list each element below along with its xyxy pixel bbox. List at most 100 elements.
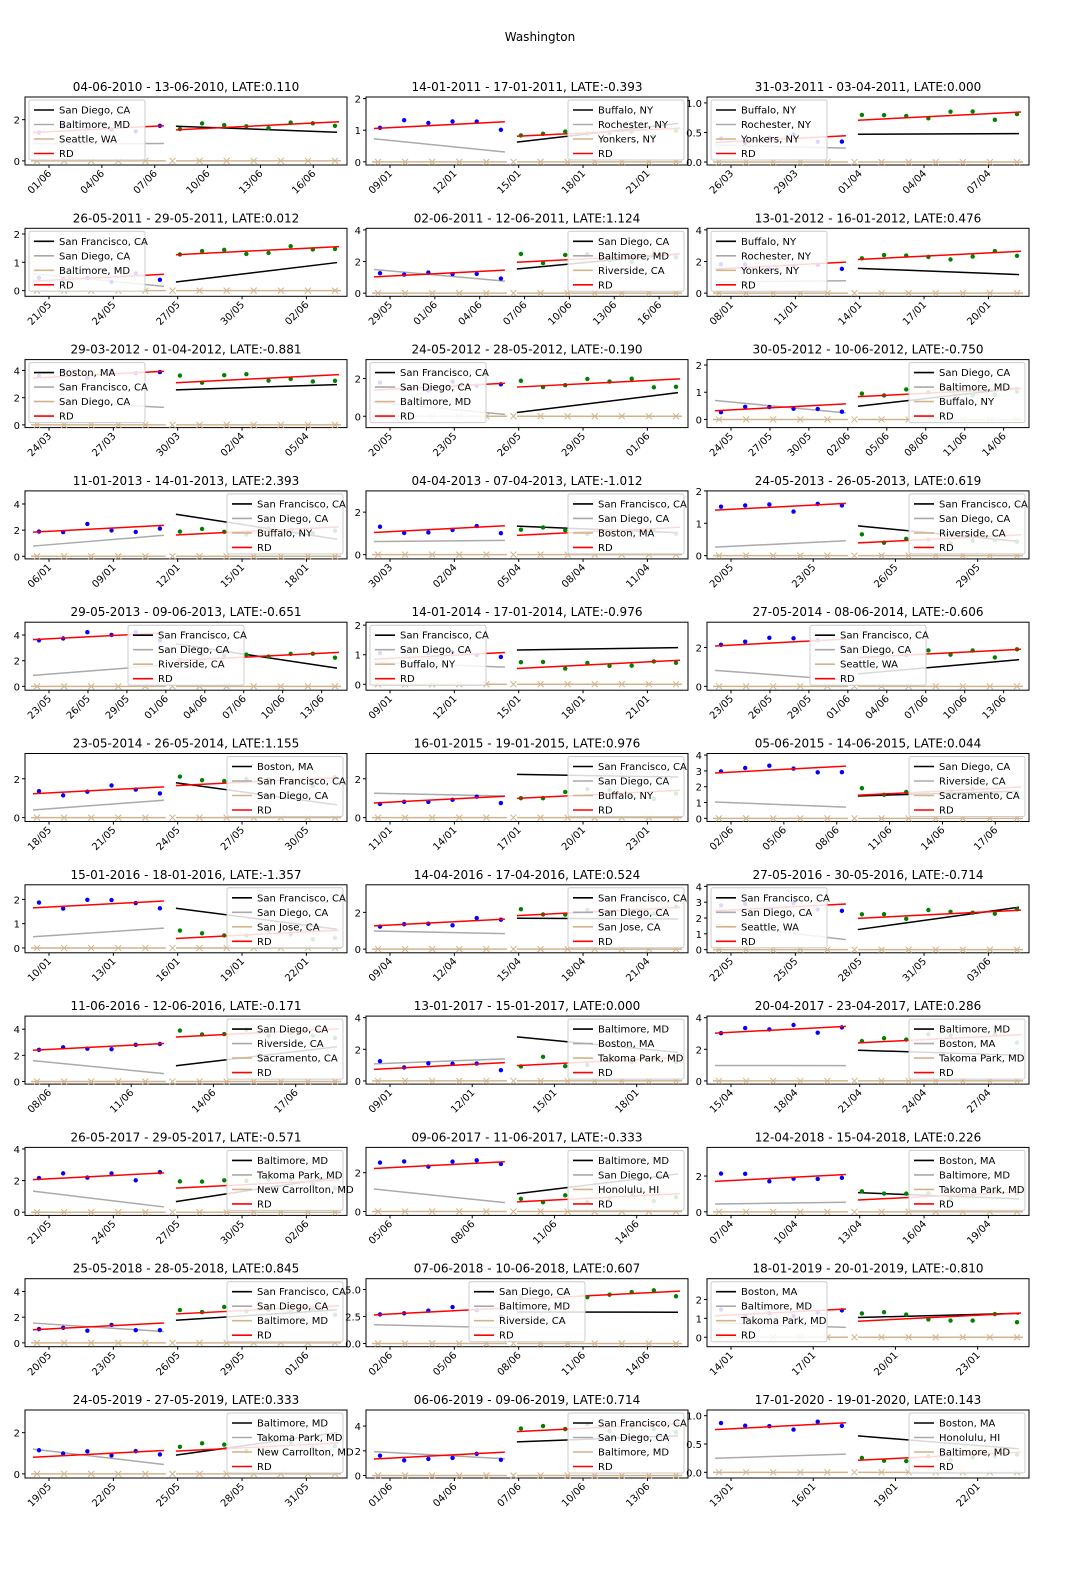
plot-frame — [706, 621, 1030, 691]
x-tick-label: 23/01 — [955, 1350, 983, 1378]
legend-label: Honolulu, HI — [598, 1185, 659, 1196]
x-tick-label: 14/06 — [624, 1350, 652, 1378]
x-tick-label: 30/05 — [219, 300, 247, 328]
legend-box — [567, 1018, 685, 1080]
data-point — [518, 659, 524, 665]
series-marker — [851, 289, 858, 297]
legend-label: RD — [741, 1331, 756, 1342]
legend-box — [28, 362, 146, 424]
legend-box — [567, 493, 685, 555]
legend-box — [28, 99, 146, 161]
legend: San Francisco, CA San Diego, CA San Jose, … — [567, 887, 687, 949]
legend-label: San Francisco, CA — [257, 499, 346, 510]
subplot-title: 27-05-2016 - 30-05-2016, LATE:-0.714 — [753, 868, 984, 882]
series-marker — [250, 421, 258, 429]
x-tick-label: 21/04 — [624, 956, 652, 984]
legend-box — [567, 756, 685, 817]
x-tick-label: 24/03 — [26, 431, 54, 459]
legend-label: San Diego, CA — [741, 908, 812, 919]
legend-label: Buffalo, NY — [741, 237, 797, 248]
y-tick-label: 2 — [355, 775, 361, 786]
x-tick-label: 08/06 — [814, 825, 842, 853]
series-marker — [250, 157, 258, 165]
subplot-title: 20-04-2017 - 23-04-2017, LATE:0.286 — [755, 999, 982, 1013]
series-marker — [715, 1208, 723, 1216]
y-tick-label: 0 — [696, 946, 702, 957]
legend-label: San Francisco, CA — [158, 631, 247, 642]
series-marker — [455, 1077, 463, 1085]
legend-label: Boston, MA — [257, 762, 314, 773]
series-line — [175, 383, 338, 391]
data-point — [563, 252, 568, 258]
y-tick-label: 0 — [696, 814, 702, 825]
x-tick-label: 17/01 — [496, 825, 524, 853]
series-marker — [742, 1468, 750, 1476]
series-marker — [196, 944, 203, 952]
x-tick-label: 14/01 — [708, 1350, 736, 1378]
series-marker — [510, 289, 517, 297]
y-tick-label: 0.5 — [686, 1440, 702, 1451]
data-point — [498, 1161, 504, 1167]
data-point — [563, 666, 568, 671]
legend: Baltimore, MD Boston, MA Takoma Park, MD RD — [567, 1018, 685, 1080]
legend-label: Boston, MA — [939, 1156, 996, 1167]
data-point — [742, 1025, 748, 1031]
series-marker — [223, 157, 230, 165]
series-marker — [169, 1339, 176, 1347]
y-tick-label: 0 — [355, 1208, 361, 1219]
x-tick-label: 01/04 — [837, 168, 865, 196]
legend-box — [226, 1412, 344, 1474]
x-tick-label: 30/03 — [155, 431, 183, 459]
data-point — [288, 244, 293, 249]
data-point — [904, 1312, 909, 1317]
y-tick-label: 2 — [696, 783, 702, 794]
rd-fit-line — [373, 269, 505, 278]
data-point — [177, 529, 183, 534]
data-point — [815, 1030, 820, 1035]
subplot: 20-04-2017 - 23-04-2017, LATE:0.286 0 2 4 15… — [696, 999, 1030, 1116]
x-tick-label: 19/04 — [965, 1219, 993, 1247]
legend-label: RD — [400, 674, 415, 685]
x-tick-label: 04/04 — [901, 168, 929, 196]
data-point — [199, 931, 205, 936]
series-line — [373, 539, 505, 543]
rd-fit-line — [373, 1451, 505, 1460]
series-marker — [1013, 682, 1021, 690]
legend-box — [710, 1281, 828, 1343]
series-marker — [1013, 1333, 1021, 1341]
data-point — [244, 372, 249, 377]
series-marker — [932, 289, 940, 297]
x-tick-label: 18/05 — [26, 825, 54, 853]
x-tick-label: 25/05 — [155, 1481, 183, 1509]
x-tick-label: 04/06 — [79, 168, 107, 196]
series-marker — [851, 1208, 858, 1216]
legend-label: San Francisco, CA — [598, 893, 687, 904]
legend: Buffalo, NY Rochester, NY Yonkers, NY RD — [710, 230, 828, 292]
series-marker — [537, 680, 544, 688]
x-tick-label: 29/05 — [219, 1350, 247, 1378]
subplot: 29-03-2012 - 01-04-2012, LATE:-0.881 0 2 4 2… — [14, 343, 348, 459]
plot-frame — [24, 1278, 348, 1348]
legend-box — [567, 887, 685, 949]
series-marker — [769, 682, 777, 690]
series-marker — [742, 682, 750, 690]
x-tick-label: 14/06 — [981, 431, 1009, 459]
data-point — [109, 528, 114, 533]
x-tick-label: 08/04 — [560, 562, 588, 590]
series-marker — [715, 1077, 723, 1085]
subplot-title: 07-06-2018 - 10-06-2018, LATE:0.607 — [414, 1262, 641, 1276]
data-point — [585, 376, 590, 382]
x-tick-label: 29/05 — [786, 694, 814, 722]
x-tick-label: 11/01 — [772, 300, 800, 328]
plot-frame — [706, 490, 1030, 560]
series-marker — [401, 1208, 409, 1215]
data-point — [1014, 253, 1020, 258]
data-point — [426, 1061, 431, 1066]
data-point — [629, 376, 634, 381]
legend: Boston, MA Baltimore, MD Takoma Park, MD RD — [908, 1149, 1026, 1211]
x-tick-label: 13/01 — [708, 1481, 736, 1509]
x-tick-label: 09/01 — [90, 562, 118, 590]
subplot-title: 24-05-2012 - 28-05-2012, LATE:-0.190 — [412, 343, 643, 357]
legend-box — [369, 624, 487, 686]
x-tick-label: 22/01 — [283, 956, 311, 984]
